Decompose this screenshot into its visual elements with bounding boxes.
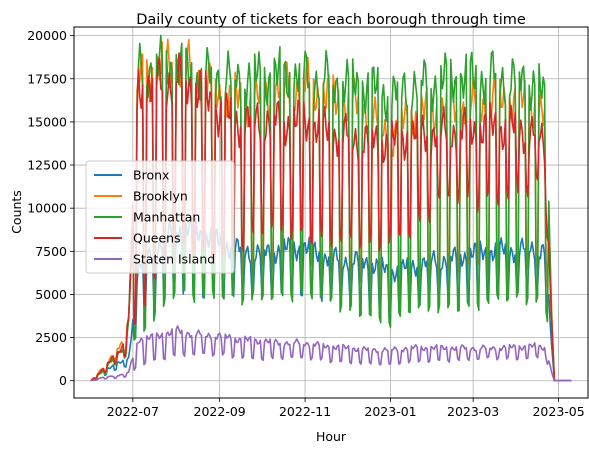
x-tick-label: 2023-05 [532, 404, 584, 419]
y-tick-label: 5000 [35, 287, 67, 302]
y-axis: 0 2500 5000 7500 10000 12500 15000 17500 20000 [27, 28, 74, 388]
y-tick-label: 20000 [27, 28, 67, 43]
y-tick-label: 17500 [27, 71, 67, 86]
y-tick-label: 7500 [35, 244, 67, 259]
x-axis-label: Hour [316, 429, 347, 444]
x-tick-label: 2023-01 [364, 404, 416, 419]
y-axis-label: Counts [9, 190, 24, 234]
legend-label: Queens [133, 231, 181, 246]
x-tick-label: 2022-11 [279, 404, 331, 419]
x-tick-label: 2023-03 [447, 404, 499, 419]
legend-label: Brooklyn [133, 189, 188, 204]
chart-title: Daily county of tickets for each borough… [136, 12, 526, 28]
y-tick-label: 15000 [27, 114, 67, 129]
x-tick-label: 2022-07 [107, 404, 159, 419]
legend-label: Staten Island [133, 252, 215, 267]
y-tick-label: 0 [59, 373, 67, 388]
x-tick-label: 2022-09 [194, 404, 246, 419]
legend-label: Manhattan [133, 210, 200, 225]
legend: Bronx Brooklyn Manhattan Queens Staten Islan… [86, 161, 234, 273]
y-tick-label: 12500 [27, 158, 67, 173]
legend-label: Bronx [133, 168, 169, 183]
y-tick-label: 10000 [27, 201, 67, 216]
y-tick-label: 2500 [35, 330, 67, 345]
